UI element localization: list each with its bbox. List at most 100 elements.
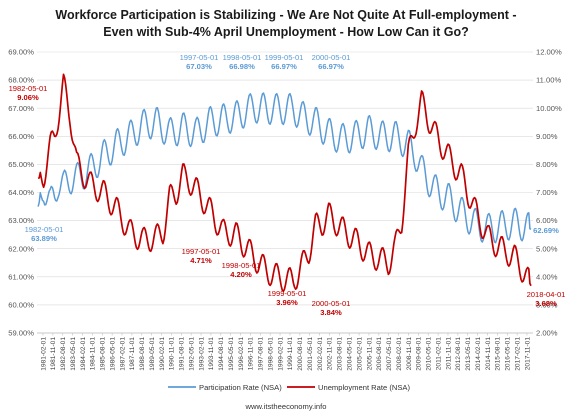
annotation-date: 1982-05-01 <box>9 84 48 93</box>
x-tick-label: 1984-11-01 <box>90 337 97 371</box>
x-tick-label: 1992-05-01 <box>188 337 195 371</box>
x-tick-label: 2006-08-01 <box>376 337 383 371</box>
x-tick-label: 1987-02-01 <box>119 337 126 371</box>
annotation-value: 9.06% <box>17 93 39 102</box>
x-axis-ticks: 1981-02-01 1981-11-01 1982-08-01 1983-05-01… <box>40 333 531 371</box>
annotation-value: 3.68% <box>535 299 557 308</box>
left-tick-label: 67.00% <box>8 104 34 113</box>
right-tick-label: 4.00% <box>536 272 558 281</box>
right-tick-label: 7.00% <box>536 188 558 197</box>
x-tick-label: 2017-02-01 <box>514 337 521 371</box>
x-tick-label: 2010-05-01 <box>426 337 433 371</box>
x-tick-label: 1990-11-01 <box>169 337 176 371</box>
x-tick-label: 2011-11-01 <box>445 337 452 370</box>
left-tick-label: 60.00% <box>8 301 34 310</box>
annotations: 1982-05-0163.89%1997-05-0167.03%1998-05-… <box>9 53 566 317</box>
right-tick-label: 11.00% <box>536 76 561 85</box>
annotation-date: 1997-05-01 <box>182 247 221 256</box>
annotation-date: 1998-05-01 <box>222 261 261 270</box>
x-tick-label: 2005-11-01 <box>366 337 373 371</box>
annotation-date: 1998-05-01 <box>223 53 262 62</box>
x-tick-label: 1990-02-01 <box>159 337 166 371</box>
annotation-value: 4.20% <box>230 270 252 279</box>
left-tick-label: 61.00% <box>8 272 34 281</box>
right-tick-label: 2.00% <box>536 329 558 338</box>
annotation-date: 1999-05-01 <box>265 53 304 62</box>
series-lines <box>37 73 532 293</box>
x-tick-label: 2005-02-01 <box>356 337 363 371</box>
right-axis-ticks: 2.00% 3.00% 4.00% 5.00% 6.00% 7.00% 8.00% 9.00%… <box>536 48 562 338</box>
x-tick-label: 2013-05-01 <box>465 337 472 371</box>
right-tick-label: 8.00% <box>536 160 558 169</box>
x-tick-label: 2016-05-01 <box>505 337 512 371</box>
annotation-value: 66.98% <box>229 62 255 71</box>
x-tick-label: 1993-11-01 <box>208 337 215 371</box>
x-tick-label: 1983-05-01 <box>70 337 77 371</box>
footer-url: www.itstheeconomy.info <box>245 402 327 411</box>
x-tick-label: 2001-05-01 <box>307 337 314 371</box>
x-tick-label: 2012-08-01 <box>455 337 462 371</box>
right-tick-label: 3.00% <box>536 301 558 310</box>
left-tick-label: 68.00% <box>8 76 34 85</box>
annotation-date: 1982-05-01 <box>25 225 64 234</box>
x-tick-label: 2007-05-01 <box>386 337 393 371</box>
right-tick-label: 6.00% <box>536 216 558 225</box>
x-tick-label: 1981-02-01 <box>40 337 47 371</box>
participation-rate-line <box>37 92 532 244</box>
legend-label-participation: Participation Rate (NSA) <box>199 383 282 392</box>
x-tick-label: 2014-02-01 <box>475 337 482 371</box>
unemployment-rate-line <box>37 73 532 293</box>
annotation-value: 66.97% <box>318 62 344 71</box>
x-tick-label: 1999-02-01 <box>277 337 284 371</box>
x-tick-label: 1987-11-01 <box>129 337 136 371</box>
x-tick-label: 1985-08-01 <box>100 337 107 371</box>
x-tick-label: 2009-08-01 <box>416 337 423 371</box>
x-tick-label: 2002-11-01 <box>327 337 334 371</box>
x-tick-label: 2014-11-01 <box>485 337 492 371</box>
left-axis-ticks: 59.00% 60.00% 61.00% 62.00% 63.00% 64.00% 65.0… <box>8 48 34 338</box>
x-tick-label: 1984-02-01 <box>80 337 87 371</box>
x-tick-label: 2015-08-01 <box>495 337 502 371</box>
annotation-value: 3.84% <box>320 308 342 317</box>
left-tick-label: 62.00% <box>8 244 34 253</box>
x-tick-label: 1988-08-01 <box>139 337 146 371</box>
annotation-value: 67.03% <box>186 62 212 71</box>
right-tick-label: 5.00% <box>536 244 558 253</box>
right-tick-label: 9.00% <box>536 132 558 141</box>
x-tick-label: 1994-08-01 <box>218 337 225 371</box>
annotation-date: 1997-05-01 <box>180 53 219 62</box>
x-tick-label: 1991-08-01 <box>179 337 186 371</box>
gridlines <box>37 51 533 334</box>
right-tick-label: 10.00% <box>536 104 562 113</box>
annotation-date: 2018-04-01 <box>527 290 566 299</box>
left-tick-label: 64.00% <box>8 188 34 197</box>
x-tick-label: 1981-11-01 <box>50 337 57 371</box>
x-tick-label: 1997-08-01 <box>258 337 265 371</box>
left-tick-label: 65.00% <box>8 160 34 169</box>
annotation-date: 2000-05-01 <box>312 299 351 308</box>
x-tick-label: 2008-02-01 <box>396 337 403 371</box>
x-tick-label: 2002-02-01 <box>317 337 324 371</box>
chart-title-line-1: Workforce Participation is Stabilizing -… <box>55 8 516 22</box>
x-tick-label: 2017-11-01 <box>524 337 531 371</box>
x-tick-label: 1993-02-01 <box>198 337 205 371</box>
x-tick-label: 1986-05-01 <box>109 337 116 371</box>
left-tick-label: 63.00% <box>8 216 34 225</box>
annotation-value: 66.97% <box>271 62 297 71</box>
x-tick-label: 2003-08-01 <box>337 337 344 371</box>
x-tick-label: 2000-08-01 <box>297 337 304 371</box>
x-tick-label: 2011-02-01 <box>435 337 442 371</box>
annotation-value: 4.71% <box>190 256 212 265</box>
annotation-date: 2000-05-01 <box>312 53 351 62</box>
right-tick-label: 12.00% <box>536 48 562 57</box>
x-tick-label: 1982-08-01 <box>60 337 67 371</box>
annotation-value: 3.96% <box>276 298 298 307</box>
x-tick-label: 2008-11-01 <box>406 337 413 371</box>
annotation-value: 63.89% <box>31 234 57 243</box>
legend: Participation Rate (NSA) Unemployment Rat… <box>168 383 410 392</box>
left-tick-label: 66.00% <box>8 132 34 141</box>
left-tick-label: 69.00% <box>8 48 34 57</box>
left-tick-label: 59.00% <box>8 329 34 338</box>
x-tick-label: 1998-05-01 <box>267 337 274 371</box>
